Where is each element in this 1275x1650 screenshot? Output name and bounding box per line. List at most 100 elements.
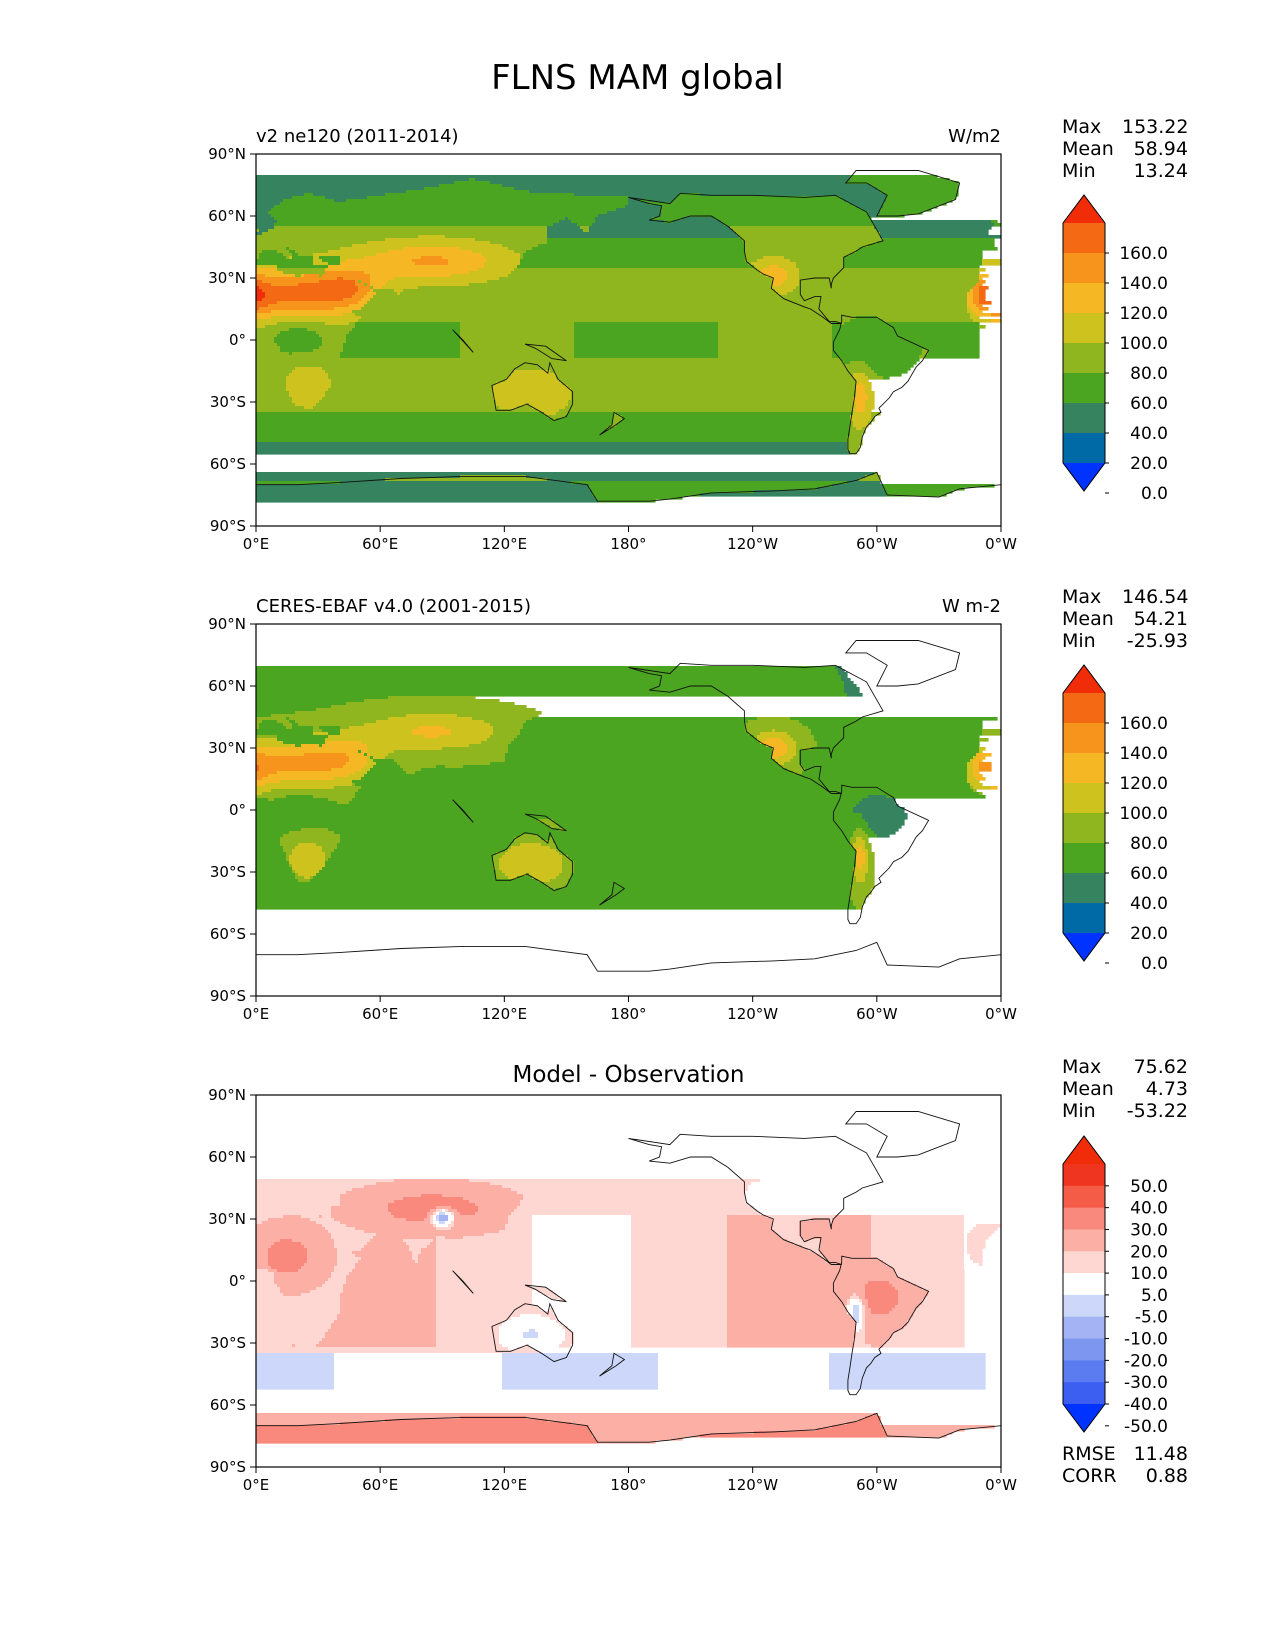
lon-tick-label: 0°E [243,1005,270,1023]
lat-tick-label: 60°S [210,925,246,943]
stat-value: 13.24 [1133,160,1188,182]
lat-tick-label: 30°N [208,269,246,287]
colorbar-label: 20.0 [1130,454,1168,474]
map-panel-3: 0°E 60°E 120°E 180° 120°W 60°W 0°W 90°N 60°N 30°N… [208,1062,1168,1494]
colorbar-3: 50.040.030.020.010.05.0-5.0-10.0-20.0-30… [1062,1135,1168,1437]
colorbar-swatch [1063,873,1105,904]
stat-row-max: Max 75.62 [1062,1056,1188,1078]
colorbar-swatch [1063,753,1105,784]
colorbar-swatch [1063,253,1105,284]
stat-value: 58.94 [1133,138,1188,160]
lon-tick-label: 0°E [243,1476,270,1494]
lat-tick-label: 30°S [210,863,246,881]
coastlines [255,1111,1002,1468]
lat-tick-label: 60°S [210,455,246,473]
colorbar-label: 0.0 [1141,954,1168,974]
colorbar-swatch [1063,783,1105,814]
lon-tick-label: 0°W [985,1476,1017,1494]
lat-tick-label: 90°N [208,615,246,633]
colorbar-label: 160.0 [1119,714,1168,734]
lon-tick-label: 120°E [482,1005,528,1023]
panel-center-title: Model - Observation [512,1062,744,1088]
lon-tick-label: 120°E [482,1476,528,1494]
colorbar-swatch [1063,373,1105,404]
lon-tick-label: 0°W [985,1005,1017,1023]
colorbar-extend-top [1063,665,1105,693]
lon-tick-label: 180° [610,1476,646,1494]
colorbar-label: 140.0 [1119,744,1168,764]
lat-tick-label: 30°S [210,393,246,411]
colorbar-label: -20.0 [1124,1351,1168,1371]
lon-tick-label: 60°W [856,535,898,553]
colorbar-label: 60.0 [1130,864,1168,884]
colorbar-extend-bottom [1063,463,1105,491]
stat-label: Min [1062,630,1096,652]
lon-tick-label: 0°E [243,535,270,553]
error-stats: RMSE 11.48 CORR 0.88 [1062,1443,1188,1487]
colorbar-label: -40.0 [1124,1395,1168,1415]
colorbar-label: 120.0 [1119,304,1168,324]
colorbar-swatch [1063,403,1105,434]
stat-row-mean: Mean 58.94 [1062,138,1188,160]
stat-label: Mean [1062,608,1114,630]
colorbar-2: 160.0 140.0 120.0 100.0 80.0 60.0 40.0 20.0 0.0 [1062,664,1168,974]
lon-tick-label: 60°W [856,1005,898,1023]
colorbar-label: 140.0 [1119,274,1168,294]
stat-row-min: Min -53.22 [1062,1100,1188,1122]
stats-block-1: Max 153.22 Mean 58.94 Min 13.24 [1062,116,1188,182]
stat-row-max: Max 153.22 [1062,116,1188,138]
colorbar-extend-top [1063,195,1105,223]
stat-row-corr: CORR 0.88 [1062,1465,1188,1487]
panel-units: W m-2 [942,596,1001,617]
figure-title: FLNS MAM global [491,58,784,98]
stat-label: RMSE [1062,1443,1116,1465]
colorbar-label: 80.0 [1130,834,1168,854]
lon-tick-label: 120°W [727,535,778,553]
lat-tick-label: 60°S [210,1396,246,1414]
lon-tick-label: 120°W [727,1005,778,1023]
lon-tick-label: 180° [610,535,646,553]
stat-label: Min [1062,160,1096,182]
colorbar-swatch [1063,1316,1105,1340]
colorbar-swatch [1063,1273,1105,1296]
colorbar-label: 120.0 [1119,774,1168,794]
colorbar-label: 80.0 [1130,364,1168,384]
field-model [256,175,1001,503]
lon-tick-label: 120°E [482,535,528,553]
stat-value: -25.93 [1126,630,1188,652]
colorbar-swatch [1063,1207,1105,1230]
colorbar-swatch [1063,693,1105,724]
colorbar-label: 10.0 [1130,1264,1168,1284]
colorbar-label: 5.0 [1141,1286,1168,1306]
coastlines [255,170,1002,527]
colorbar-label: 20.0 [1130,1242,1168,1262]
stat-value: 54.21 [1133,608,1188,630]
lat-tick-label: 90°S [210,987,246,1005]
lat-tick-label: 30°S [210,1334,246,1352]
colorbar-extend-bottom [1063,933,1105,961]
colorbar-swatch [1063,433,1105,464]
field-diff [256,1179,1001,1444]
stat-label: Mean [1062,1078,1114,1100]
stat-value: 75.62 [1133,1056,1188,1078]
colorbar-label: -5.0 [1135,1308,1168,1328]
stat-row-mean: Mean 4.73 [1062,1078,1188,1100]
colorbar-label: -30.0 [1124,1373,1168,1393]
stat-value: 11.48 [1133,1443,1188,1465]
stat-label: Max [1062,1056,1102,1078]
lat-tick-label: 0° [229,1272,246,1290]
lat-tick-label: 60°N [208,207,246,225]
lon-tick-label: 60°W [856,1476,898,1494]
stat-value: 153.22 [1122,116,1189,138]
stat-label: CORR [1062,1465,1117,1487]
lon-tick-label: 60°E [362,1005,398,1023]
colorbar-label: -10.0 [1124,1330,1168,1350]
stats-block-2: Max 146.54 Mean 54.21 Min -25.93 [1062,586,1188,652]
stat-row-rmse: RMSE 11.48 [1062,1443,1188,1465]
panel-left-title: v2 ne120 (2011-2014) [256,126,459,147]
colorbar-label: 40.0 [1130,1199,1168,1219]
lat-tick-label: 60°N [208,1148,246,1166]
stats-block-3: Max 75.62 Mean 4.73 Min -53.22 [1062,1056,1188,1122]
colorbar-label: -50.0 [1124,1417,1168,1437]
